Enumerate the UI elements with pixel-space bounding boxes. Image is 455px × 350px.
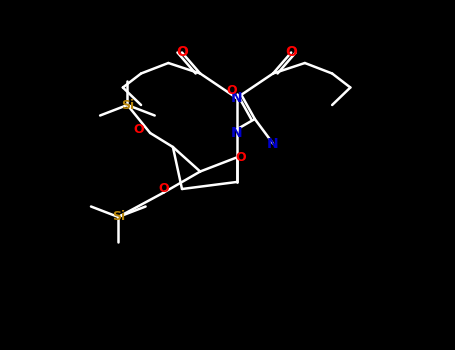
Text: N: N bbox=[267, 136, 279, 150]
Text: O: O bbox=[227, 84, 238, 98]
Text: O: O bbox=[285, 46, 297, 60]
Text: Si: Si bbox=[112, 210, 125, 224]
Text: N: N bbox=[231, 91, 243, 105]
Text: N: N bbox=[231, 126, 243, 140]
Text: O: O bbox=[158, 182, 169, 196]
Text: O: O bbox=[133, 123, 144, 136]
Text: O: O bbox=[176, 46, 188, 60]
Text: O: O bbox=[236, 151, 247, 164]
Text: Si: Si bbox=[121, 98, 134, 112]
